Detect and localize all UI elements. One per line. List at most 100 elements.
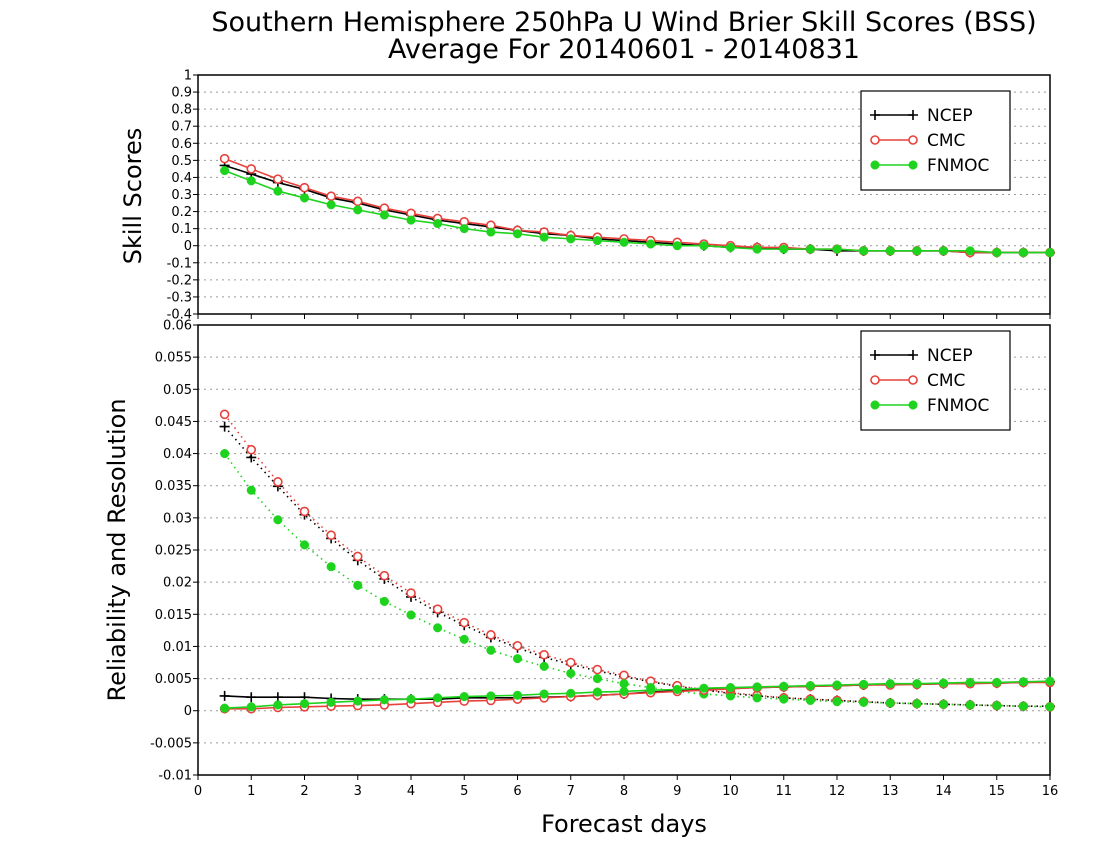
chart-title: Southern Hemisphere 250hPa U Wind Brier … [211, 7, 1036, 38]
data-point [326, 562, 336, 572]
x-tick-label: 15 [988, 784, 1005, 799]
data-point [885, 698, 895, 708]
data-point [379, 210, 389, 220]
legend-label-fnmoc: FNMOC [927, 396, 989, 416]
y-tick-label: 0.02 [163, 576, 192, 591]
x-tick-label: 6 [513, 784, 521, 799]
data-point [859, 679, 869, 689]
y-axis-label-reliability-resolution: Reliability and Resolution [103, 398, 131, 701]
data-point [433, 218, 443, 229]
data-point [379, 570, 390, 581]
y-tick-label: 0.3 [171, 188, 192, 203]
data-point [779, 244, 789, 254]
data-point [512, 640, 523, 651]
data-point [699, 683, 709, 693]
data-point [672, 241, 682, 251]
data-point [219, 409, 230, 420]
y-tick-label: 0.5 [171, 154, 192, 169]
data-point [672, 684, 682, 695]
x-tick-label: 10 [722, 784, 739, 799]
legend-label-ncep: NCEP [927, 106, 973, 126]
x-tick-label: 13 [882, 784, 899, 799]
legend-marker [870, 110, 880, 120]
x-tick-label: 5 [460, 784, 468, 799]
y-tick-label: -0.01 [158, 769, 192, 784]
data-point [619, 686, 629, 696]
data-point [832, 697, 842, 707]
data-point [832, 244, 842, 254]
data-point [805, 681, 815, 691]
data-point [592, 687, 602, 697]
data-point [566, 234, 576, 244]
data-point [992, 247, 1002, 258]
y-tick-label: 0.035 [155, 479, 192, 494]
legend-label-fnmoc: FNMOC [927, 156, 989, 176]
data-point [273, 477, 283, 487]
data-point [273, 186, 283, 196]
series-fnmoc [220, 166, 1055, 258]
data-point [220, 166, 230, 176]
series-line [223, 413, 1051, 708]
y-tick-label: 0.7 [171, 120, 192, 135]
data-point [566, 688, 576, 698]
data-point [1045, 676, 1055, 686]
x-tick-label: 0 [194, 784, 202, 799]
series-line [224, 681, 1050, 710]
data-point [1045, 702, 1055, 712]
data-point [885, 679, 895, 689]
data-point [246, 702, 256, 712]
data-point [219, 690, 230, 701]
data-point [353, 580, 363, 590]
legend-marker [870, 375, 880, 385]
data-point [326, 697, 336, 707]
data-point [912, 246, 922, 256]
x-tick-label: 3 [354, 784, 362, 799]
data-point [539, 232, 549, 242]
data-point [965, 246, 975, 256]
data-point [219, 421, 230, 432]
data-point [433, 693, 443, 703]
data-point [273, 700, 283, 710]
data-point [912, 699, 922, 709]
data-point [619, 237, 629, 247]
data-point [805, 244, 815, 254]
data-point [938, 246, 949, 256]
y-tick-label: 0 [184, 704, 192, 719]
x-tick-label: 7 [567, 784, 575, 799]
y-tick-label: 0.1 [171, 222, 192, 237]
data-point [486, 630, 496, 640]
data-point [619, 679, 629, 689]
y-tick-label: -0.4 [167, 308, 192, 323]
plot-frame [197, 324, 1051, 776]
data-point [326, 530, 336, 541]
data-point [486, 227, 496, 237]
y-tick-label: -0.3 [167, 290, 192, 305]
series-ncep [219, 421, 1055, 712]
data-point [486, 691, 496, 701]
data-point [965, 700, 975, 710]
skill-scores-panel: -0.4 -0.3 -0.2 -0.1 0 0.1 0.2 0.3 0.4 0.5 0.6 0.7 0.… [167, 69, 1055, 323]
data-point [299, 540, 310, 550]
data-point [965, 677, 975, 687]
data-point [326, 200, 336, 210]
data-point [646, 239, 656, 249]
y-tick-label: 1 [184, 69, 192, 84]
data-point [246, 176, 256, 186]
legend: NCEP CMC FNMOC [860, 90, 1011, 191]
x-tick-label: 9 [673, 784, 681, 799]
x-tick-label: 16 [1042, 784, 1059, 799]
data-point [459, 224, 469, 234]
data-point [406, 694, 416, 704]
y-tick-label: 0.015 [155, 608, 192, 623]
data-point [725, 683, 736, 693]
data-point [220, 449, 230, 459]
data-point [779, 681, 789, 691]
data-point [432, 604, 443, 614]
data-point [353, 696, 363, 706]
y-tick-label: 0.005 [155, 672, 192, 687]
series-line [223, 453, 1051, 708]
data-point [938, 678, 949, 688]
y-tick-label: 0.03 [163, 511, 192, 526]
data-point [406, 588, 416, 598]
data-point [539, 649, 549, 660]
